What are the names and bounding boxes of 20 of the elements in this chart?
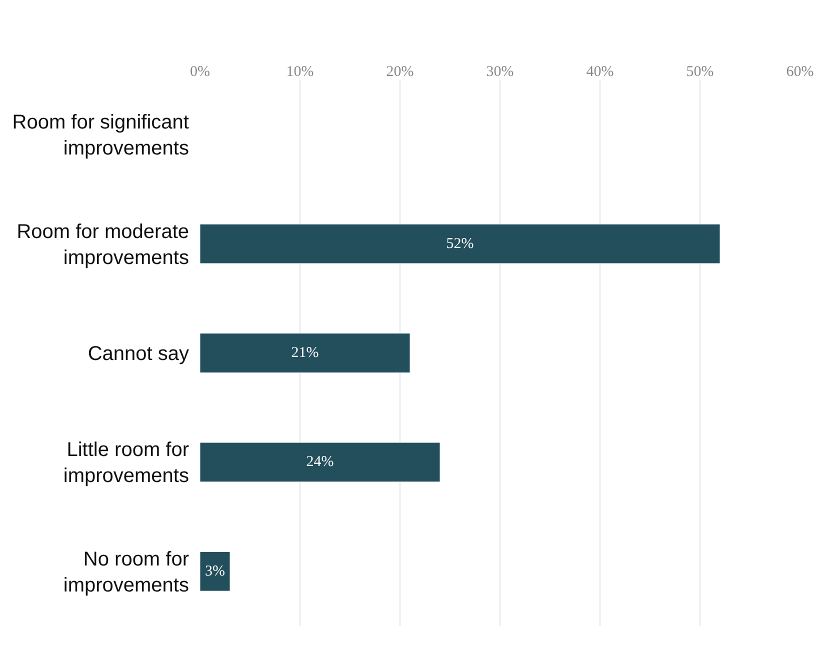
data-label: 52%: [446, 236, 474, 252]
y-tick-label: Room for significant improvements: [12, 112, 190, 160]
bar: [200, 224, 720, 264]
x-tick-label: 30%: [486, 64, 514, 80]
bar: [200, 551, 230, 592]
bar: [200, 442, 440, 482]
x-tick-label: 50%: [686, 64, 714, 80]
data-label: 21%: [291, 345, 319, 361]
x-tick-label: 0%: [190, 64, 210, 80]
y-tick-label: No room for improvements: [63, 548, 190, 596]
bar: [200, 333, 410, 373]
y-tick-label: Cannot say: [88, 343, 189, 365]
y-tick-label: Room for moderate improvements: [16, 220, 189, 269]
x-tick-label: 20%: [386, 64, 414, 80]
y-tick-label: Little room for improvements: [63, 439, 190, 488]
data-label: 3%: [205, 563, 225, 580]
x-tick-label: 60%: [786, 64, 814, 80]
data-label: 24%: [306, 454, 334, 470]
x-tick-label: 10%: [286, 64, 314, 80]
x-tick-label: 40%: [586, 64, 614, 80]
